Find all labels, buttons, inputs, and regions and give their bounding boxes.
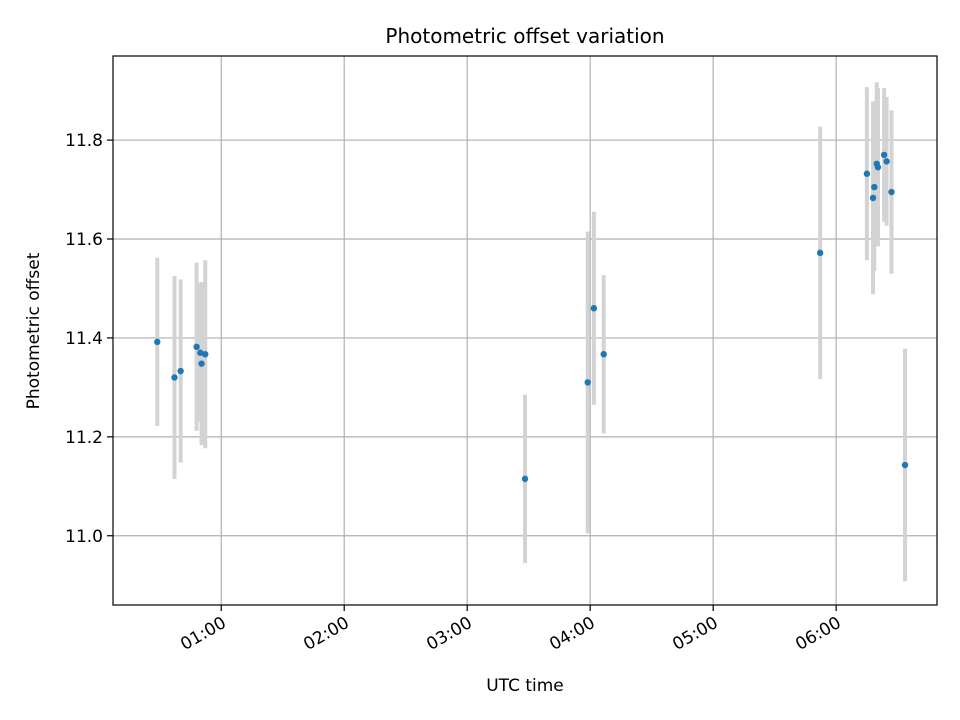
- data-point: [590, 305, 598, 312]
- data-point: [521, 475, 529, 483]
- data-point: [202, 351, 209, 358]
- grid: [113, 56, 937, 605]
- data-point: [197, 349, 204, 356]
- data-point: [600, 351, 607, 358]
- x-tick-label: 05:00: [669, 613, 721, 655]
- x-axis: 01:00 02:00 03:00 04:00 05:00 06:00: [177, 605, 845, 655]
- data-point: [869, 194, 877, 202]
- plot-frame: [112, 55, 938, 606]
- data-point: [193, 343, 200, 351]
- data-points: [154, 151, 909, 483]
- y-tick-label: 11.4: [65, 329, 103, 349]
- data-point: [888, 188, 895, 196]
- data-point: [177, 367, 184, 375]
- chart-title: Photometric offset variation: [385, 24, 664, 48]
- y-tick-label: 11.0: [65, 527, 103, 547]
- data-point: [883, 158, 890, 165]
- data-point: [880, 151, 888, 159]
- x-tick-label: 02:00: [300, 613, 352, 655]
- x-tick-label: 04:00: [546, 613, 598, 655]
- y-tick-label: 11.8: [65, 131, 103, 151]
- data-point: [871, 183, 878, 191]
- y-axis: 11.0 11.2 11.4 11.6 11.8: [65, 131, 113, 547]
- data-point: [154, 338, 161, 346]
- x-tick-label: 06:00: [792, 613, 844, 655]
- y-tick-label: 11.2: [65, 428, 103, 448]
- y-tick-label: 11.6: [65, 230, 103, 250]
- y-axis-label: Photometric offset: [24, 252, 44, 409]
- x-tick-label: 01:00: [177, 613, 229, 655]
- data-point: [874, 164, 882, 171]
- data-point: [816, 249, 824, 257]
- data-point: [863, 170, 871, 177]
- data-point: [198, 360, 205, 367]
- x-tick-label: 03:00: [423, 613, 475, 655]
- data-point: [171, 374, 178, 381]
- x-axis-label: UTC time: [486, 676, 564, 696]
- data-point: [584, 379, 591, 386]
- data-point: [901, 461, 909, 469]
